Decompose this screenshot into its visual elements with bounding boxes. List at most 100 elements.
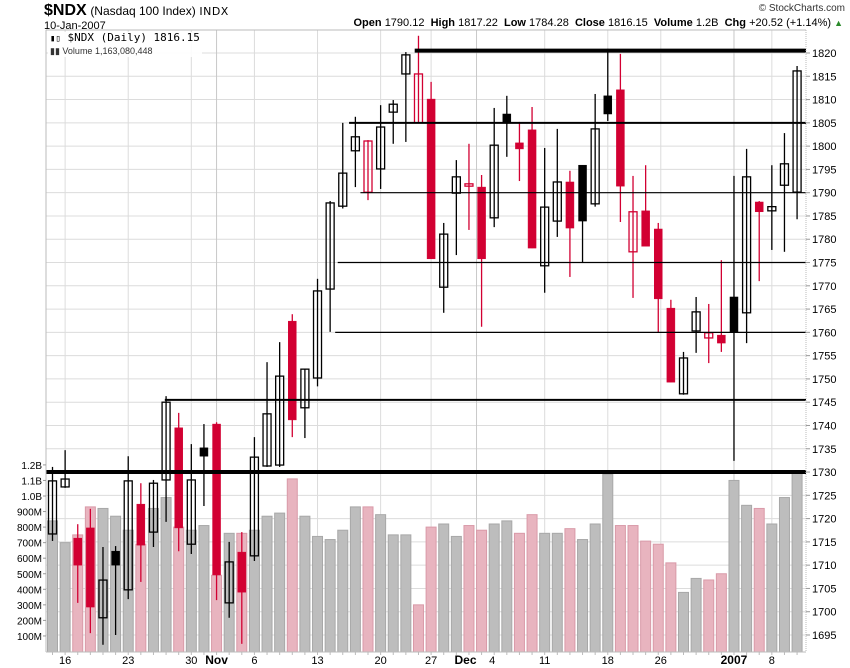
volume-bar <box>665 562 677 653</box>
candle-body <box>767 205 777 212</box>
price-tick-label: 1815 <box>812 71 836 83</box>
price-tick-label: 1745 <box>812 397 836 409</box>
legend-price-text: $NDX (Daily) 1816.15 <box>67 31 200 44</box>
volume-tick-label: 1.1B <box>21 476 42 487</box>
candle-body <box>565 181 575 229</box>
volume-bar <box>678 591 689 653</box>
volume-label: Volume <box>653 17 693 29</box>
x-tick-label: 26 <box>655 655 667 667</box>
volume-bar <box>539 532 551 653</box>
volume-bar <box>375 514 387 653</box>
candle-body <box>312 290 323 379</box>
volume-bar <box>438 523 450 653</box>
candle-body <box>502 113 512 124</box>
candle-body <box>603 95 613 115</box>
volume-bar <box>741 504 753 653</box>
candle-body <box>111 550 120 566</box>
chart-legend: ▮▯ $NDX (Daily) 1816.15 ▮▮ Volume 1,163,… <box>48 32 202 57</box>
price-tick-label: 1740 <box>812 420 836 432</box>
copyright: © StockCharts.com <box>758 3 845 14</box>
volume-bar <box>778 497 790 653</box>
candle-body <box>552 181 562 222</box>
candle-body <box>325 202 335 290</box>
price-tick-label: 1770 <box>812 281 836 293</box>
volume-tick-label: 300M <box>17 601 42 612</box>
chart-date: 10-Jan-2007 <box>44 20 106 32</box>
volume-bar <box>526 514 538 653</box>
legend-price: ▮▯ $NDX (Daily) 1816.15 <box>50 32 200 45</box>
x-tick-label: 27 <box>425 655 437 667</box>
volume-bars-icon: ▮▮ <box>50 46 60 56</box>
price-tick-label: 1810 <box>812 95 836 107</box>
volume-bar <box>450 535 462 653</box>
volume-bar <box>425 526 437 653</box>
open-value: 1790.12 <box>384 17 425 29</box>
volume-bar <box>362 506 374 653</box>
candle-body <box>792 70 802 193</box>
price-tick-label: 1755 <box>812 351 836 363</box>
candle-body <box>123 480 133 591</box>
candle-body <box>73 537 82 566</box>
candle-body <box>628 211 638 253</box>
candle-body <box>148 482 159 533</box>
volume-bar <box>564 528 576 653</box>
candle-body <box>300 368 310 409</box>
x-tick-label: 30 <box>185 655 197 667</box>
candle-body <box>691 311 701 332</box>
price-tick-label: 1760 <box>812 327 836 339</box>
x-tick-label: 4 <box>489 655 495 667</box>
x-tick-label: 11 <box>539 655 550 667</box>
price-tick-label: 1795 <box>812 164 836 176</box>
volume-value: 1.2B <box>695 17 719 29</box>
volume-bar <box>627 525 639 653</box>
candle-body <box>439 233 449 288</box>
candle-body <box>729 296 739 333</box>
volume-bar <box>198 525 210 653</box>
volume-bar <box>312 535 324 653</box>
candle-body <box>98 579 108 619</box>
close-label: Close <box>574 17 605 29</box>
price-tick-label: 1705 <box>812 583 836 595</box>
candle-body <box>338 172 348 207</box>
candle-body <box>237 551 247 593</box>
exchange: INDX <box>199 5 229 18</box>
volume-bar <box>640 540 652 653</box>
low-value: 1784.28 <box>529 17 569 29</box>
volume-bar <box>703 579 715 653</box>
volume-bar <box>551 532 563 653</box>
volume-bar <box>324 539 336 653</box>
x-tick-label: Nov <box>205 653 228 667</box>
volume-tick-label: 600M <box>17 554 42 565</box>
up-arrow-icon: ▲ <box>834 18 843 28</box>
x-tick-label: 23 <box>122 655 134 667</box>
volume-tick-label: 900M <box>17 508 42 519</box>
volume-bar <box>602 473 614 653</box>
volume-tick-label: 800M <box>17 523 42 534</box>
axes: 1820181518101805180017951790178517801775… <box>17 29 836 667</box>
volume-tick-label: 100M <box>17 632 42 643</box>
candle-body <box>288 320 297 421</box>
candle-body <box>654 228 663 300</box>
volume-tick-label: 1.0B <box>21 492 42 503</box>
candle-body <box>249 456 260 557</box>
price-tick-label: 1715 <box>812 537 836 549</box>
high-value: 1817.22 <box>458 17 498 29</box>
candle-body <box>375 126 386 170</box>
price-tick-label: 1710 <box>812 560 836 572</box>
chart-title: $NDX (Nasdaq 100 Index) INDX <box>44 2 229 20</box>
candle-body <box>464 183 474 187</box>
candle-body <box>717 334 726 344</box>
candle-body <box>616 89 625 187</box>
close-value: 1816.15 <box>607 17 648 29</box>
x-tick-label: 13 <box>311 655 323 667</box>
x-tick-label: Dec <box>455 653 477 667</box>
volume-tick-label: 400M <box>17 585 42 596</box>
x-tick-label: 6 <box>251 655 257 667</box>
price-tick-label: 1790 <box>812 188 836 200</box>
candle-body <box>199 447 209 457</box>
candle-body <box>666 307 676 383</box>
volume-bar <box>400 534 412 653</box>
volume-bar <box>261 515 273 653</box>
candle-body <box>47 480 58 535</box>
candle-body <box>590 128 600 205</box>
